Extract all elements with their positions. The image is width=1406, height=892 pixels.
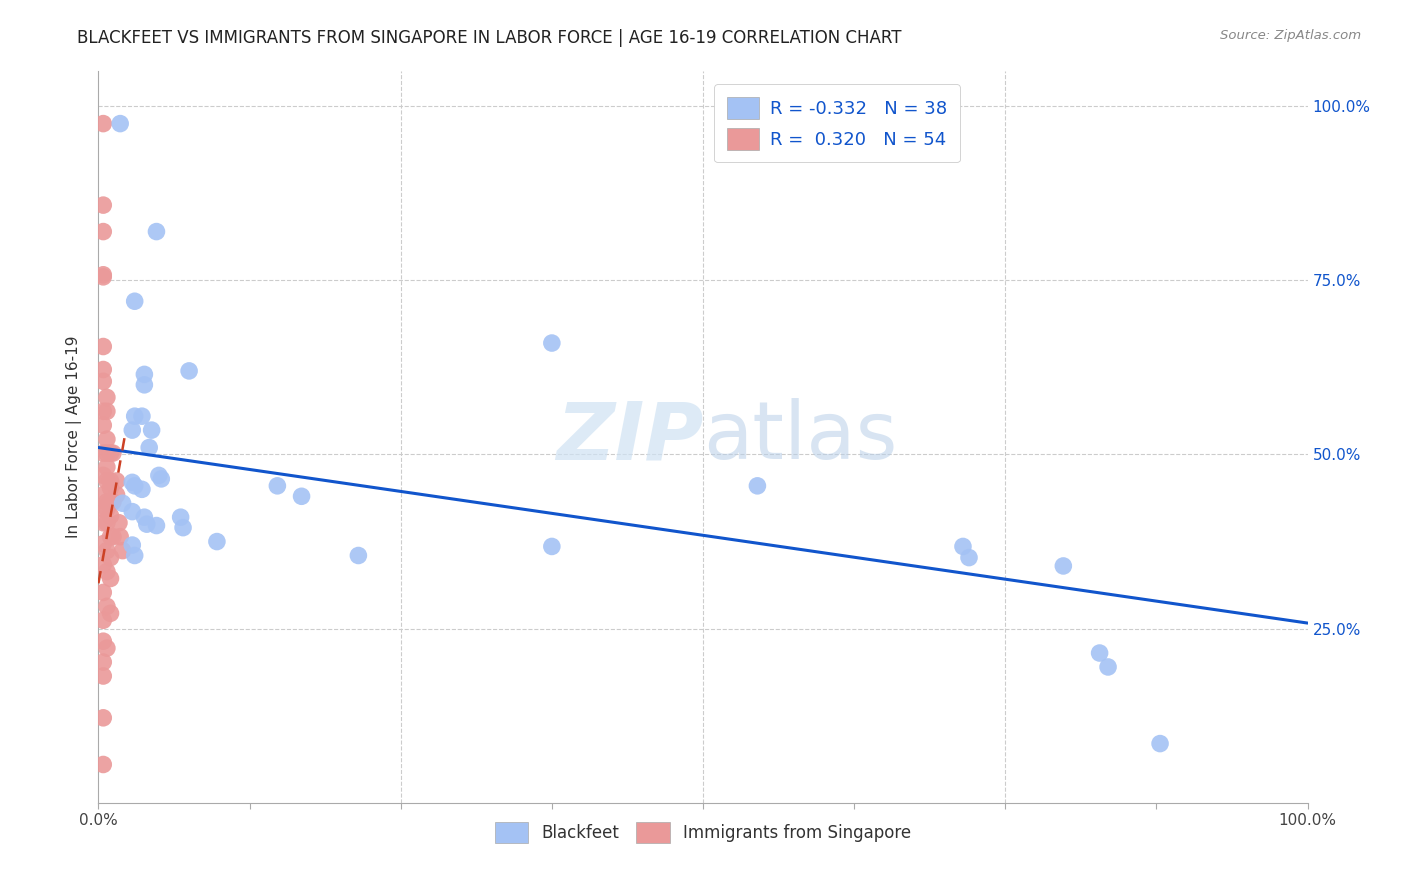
Point — [952, 540, 974, 554]
Point — [205, 534, 228, 549]
Point — [91, 558, 114, 572]
Point — [540, 540, 562, 554]
Point — [124, 479, 146, 493]
Point — [96, 501, 118, 516]
Point — [1149, 737, 1171, 751]
Point — [101, 530, 124, 544]
Point — [96, 432, 118, 446]
Point — [145, 225, 167, 239]
Point — [111, 496, 134, 510]
Point — [91, 613, 114, 627]
Point — [124, 549, 146, 563]
Point — [91, 404, 114, 418]
Point — [91, 516, 114, 530]
Point — [134, 368, 156, 382]
Point — [124, 409, 146, 424]
Point — [91, 488, 114, 502]
Point — [134, 377, 156, 392]
Point — [100, 508, 122, 523]
Point — [96, 495, 118, 509]
Point — [91, 536, 114, 550]
Point — [100, 550, 122, 565]
Point — [747, 479, 769, 493]
Point — [101, 495, 124, 509]
Point — [100, 530, 122, 544]
Point — [91, 362, 114, 376]
Point — [91, 634, 114, 648]
Point — [1088, 646, 1111, 660]
Point — [1097, 660, 1119, 674]
Point — [135, 517, 157, 532]
Point — [111, 543, 134, 558]
Point — [134, 510, 156, 524]
Text: atlas: atlas — [703, 398, 897, 476]
Point — [121, 505, 143, 519]
Point — [148, 468, 170, 483]
Point — [145, 518, 167, 533]
Point — [150, 472, 173, 486]
Point — [91, 268, 114, 282]
Point — [105, 488, 128, 502]
Legend: Blackfeet, Immigrants from Singapore: Blackfeet, Immigrants from Singapore — [488, 815, 918, 849]
Text: Source: ZipAtlas.com: Source: ZipAtlas.com — [1220, 29, 1361, 42]
Point — [96, 516, 118, 530]
Point — [1052, 558, 1074, 573]
Text: ZIP: ZIP — [555, 398, 703, 476]
Point — [290, 489, 312, 503]
Point — [347, 549, 370, 563]
Point — [91, 669, 114, 683]
Point — [108, 516, 131, 530]
Point — [101, 446, 124, 460]
Point — [91, 468, 114, 483]
Point — [91, 117, 114, 131]
Point — [124, 294, 146, 309]
Point — [91, 418, 114, 433]
Point — [91, 585, 114, 599]
Point — [91, 711, 114, 725]
Point — [96, 641, 118, 656]
Point — [121, 475, 143, 490]
Point — [100, 607, 122, 621]
Point — [957, 550, 980, 565]
Point — [96, 460, 118, 475]
Point — [108, 530, 131, 544]
Point — [91, 339, 114, 353]
Point — [96, 599, 118, 614]
Point — [100, 446, 122, 460]
Point — [96, 565, 118, 579]
Point — [91, 446, 114, 460]
Point — [91, 269, 114, 284]
Point — [121, 538, 143, 552]
Point — [91, 375, 114, 389]
Point — [141, 423, 163, 437]
Point — [266, 479, 288, 493]
Point — [96, 390, 118, 404]
Point — [100, 495, 122, 509]
Point — [169, 510, 191, 524]
Point — [172, 521, 194, 535]
Point — [138, 441, 160, 455]
Y-axis label: In Labor Force | Age 16-19: In Labor Force | Age 16-19 — [66, 335, 83, 539]
Point — [131, 409, 153, 424]
Point — [121, 423, 143, 437]
Point — [96, 404, 118, 418]
Point — [96, 474, 118, 488]
Point — [100, 474, 122, 488]
Point — [91, 198, 114, 212]
Text: BLACKFEET VS IMMIGRANTS FROM SINGAPORE IN LABOR FORCE | AGE 16-19 CORRELATION CH: BLACKFEET VS IMMIGRANTS FROM SINGAPORE I… — [77, 29, 901, 46]
Point — [105, 474, 128, 488]
Point — [91, 225, 114, 239]
Point — [100, 572, 122, 586]
Point — [100, 481, 122, 495]
Point — [91, 655, 114, 669]
Point — [91, 501, 114, 516]
Point — [96, 543, 118, 558]
Point — [91, 757, 114, 772]
Point — [179, 364, 201, 378]
Point — [96, 446, 118, 460]
Point — [108, 117, 131, 131]
Point — [131, 483, 153, 497]
Point — [540, 336, 562, 351]
